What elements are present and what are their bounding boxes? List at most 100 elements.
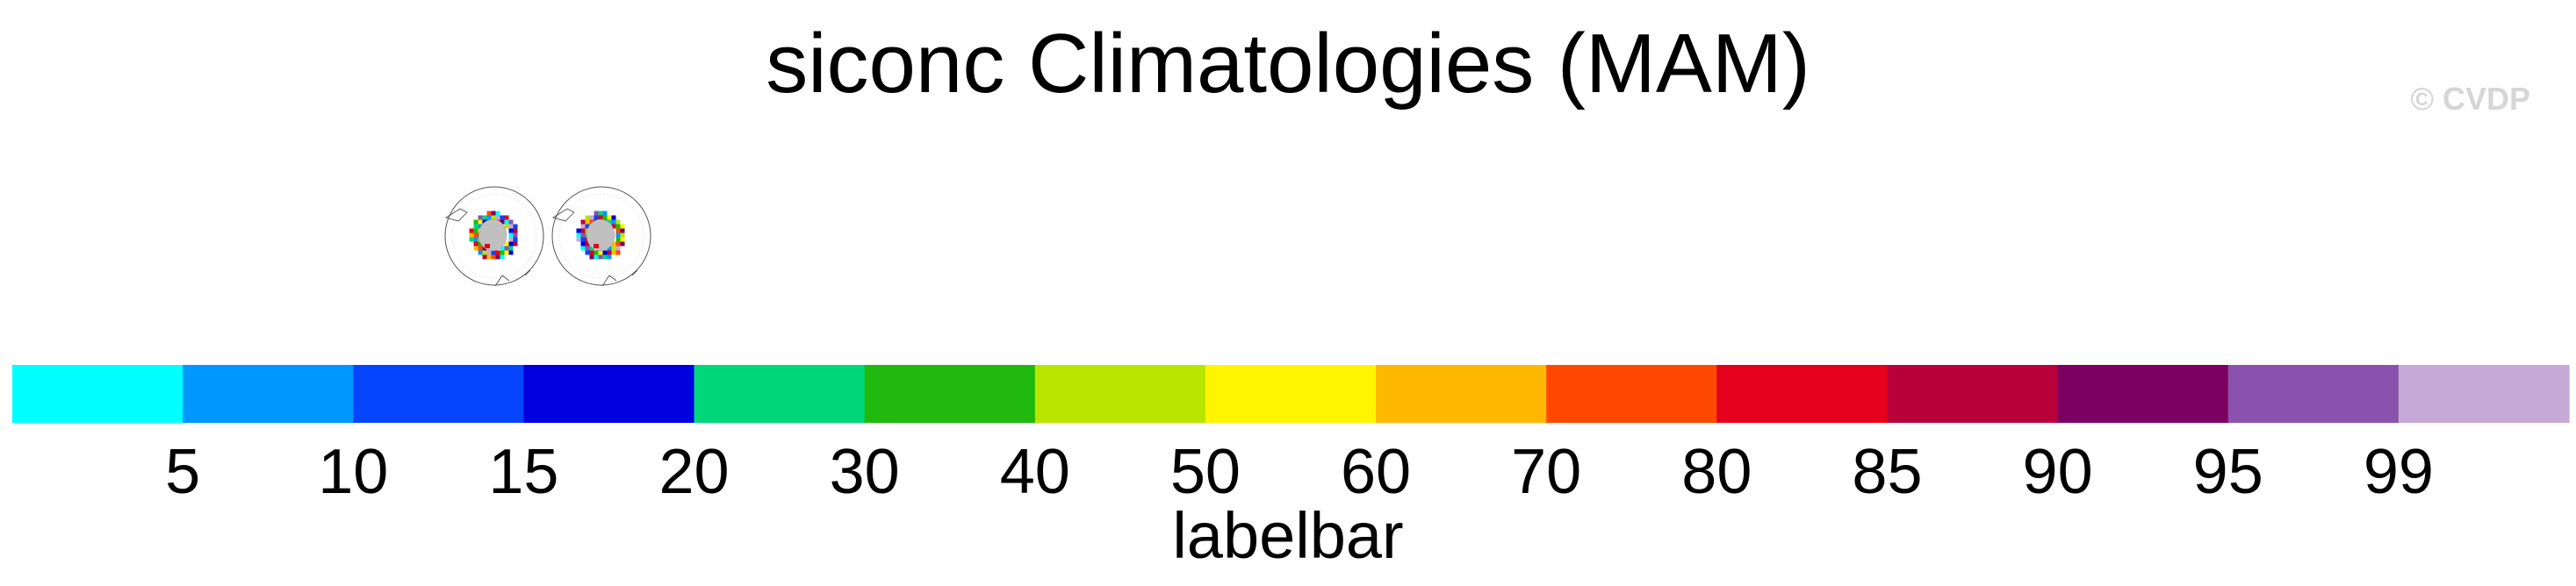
labelbar-tick-label: 20 <box>658 437 729 507</box>
labelbar-tick-label: 30 <box>830 437 900 507</box>
labelbar-tick-label: 85 <box>1852 437 1922 507</box>
ice-cell <box>482 254 487 260</box>
page-title: siconc Climatologies (MAM) <box>766 17 1810 111</box>
ice-cell <box>580 232 586 238</box>
cvdp-watermark: © CVDP <box>2410 81 2530 117</box>
ice-cell <box>615 246 621 251</box>
ice-cell <box>504 215 509 220</box>
map-panel-1 <box>441 182 548 289</box>
ice-cell <box>508 228 514 233</box>
ice-cell <box>504 219 509 225</box>
ice-cell <box>469 228 474 233</box>
ice-cell <box>580 224 586 229</box>
ice-cell <box>594 250 599 255</box>
labelbar-swatch <box>523 365 695 423</box>
ice-cell <box>513 228 518 233</box>
ice-cell <box>611 224 616 229</box>
ice-cell <box>615 241 621 247</box>
ice-cell <box>504 246 509 251</box>
ice-cell <box>500 250 505 255</box>
ice-cell <box>602 211 608 216</box>
ice-cell <box>611 250 616 255</box>
ice-cell <box>508 237 514 242</box>
ice-cell <box>508 224 514 229</box>
labelbar-swatch <box>2398 365 2570 423</box>
ice-cell <box>594 254 599 260</box>
polar-map-2-icon <box>551 186 651 287</box>
ice-cell <box>598 211 603 216</box>
ice-cell <box>620 228 625 233</box>
labelbar-swatch <box>353 365 524 423</box>
labelbar-swatch <box>864 365 1036 423</box>
ice-cell <box>508 241 514 247</box>
ice-cell <box>478 224 483 229</box>
ice-cell <box>602 250 608 255</box>
ice-cell <box>611 246 616 251</box>
ice-cell <box>615 224 621 229</box>
ice-cell <box>580 228 586 233</box>
ice-cell <box>615 219 621 225</box>
ice-cell <box>491 211 496 216</box>
labelbar-tick-label: 99 <box>2364 437 2434 507</box>
ice-cell <box>473 224 479 229</box>
ice-cell <box>585 241 590 247</box>
ice-cell <box>486 250 492 255</box>
ice-cell <box>473 237 479 242</box>
ice-cell <box>615 237 621 242</box>
labelbar-swatch <box>1376 365 1547 423</box>
ice-cell <box>576 228 581 233</box>
labelbar-tick-label: 10 <box>318 437 388 507</box>
ice-cell <box>607 246 612 251</box>
ice-cell <box>576 237 581 242</box>
ice-cell <box>607 250 612 255</box>
ice-cell <box>585 224 590 229</box>
ice-cell <box>491 250 496 255</box>
ice-cell <box>473 219 479 225</box>
ice-cell <box>500 215 505 220</box>
ice-cell <box>482 215 487 220</box>
ice-cell <box>585 219 590 225</box>
labelbar-swatch <box>12 365 183 423</box>
ice-cell <box>495 215 500 220</box>
ice-cell <box>589 215 594 220</box>
ice-cell <box>486 215 492 220</box>
ice-cell <box>504 250 509 255</box>
ice-cell <box>594 215 599 220</box>
ice-cell <box>482 250 487 255</box>
ice-cell <box>508 250 514 255</box>
labelbar-tick-label: 60 <box>1341 437 1411 507</box>
labelbar-swatch <box>694 365 866 423</box>
ice-cell <box>598 254 603 260</box>
ice-cell <box>585 250 590 255</box>
ice-cell <box>473 232 479 238</box>
ice-cell <box>598 250 603 255</box>
labelbar-tick-label: 80 <box>1681 437 1752 507</box>
ice-cell <box>615 232 621 238</box>
ice-cell <box>589 250 594 255</box>
ice-cell <box>469 232 474 238</box>
ice-cell <box>576 232 581 238</box>
ice-cell <box>508 219 514 225</box>
map-panel-2 <box>548 182 655 289</box>
ice-cell <box>580 219 586 225</box>
labelbar-tick-label: 40 <box>1000 437 1070 507</box>
ice-cell <box>473 246 479 251</box>
ice-cell <box>585 215 590 220</box>
labelbar-tick-label: 5 <box>165 437 200 507</box>
ice-cell <box>473 228 479 233</box>
labelbar-swatch <box>1205 365 1377 423</box>
ice-cell <box>580 241 586 247</box>
ice-cell <box>478 215 483 220</box>
ice-cell <box>602 215 608 220</box>
labelbar-swatch <box>2227 365 2400 423</box>
ice-cell <box>589 246 594 251</box>
labelbar-tick-label: 70 <box>1511 437 1581 507</box>
ice-cell <box>486 254 492 260</box>
ice-cell <box>478 219 483 225</box>
ice-cell <box>607 219 612 225</box>
polar-map-1-icon <box>444 186 544 287</box>
ice-cell <box>585 246 590 251</box>
ice-cell <box>513 232 518 238</box>
ice-cell <box>594 211 599 216</box>
ice-cell <box>620 241 625 247</box>
